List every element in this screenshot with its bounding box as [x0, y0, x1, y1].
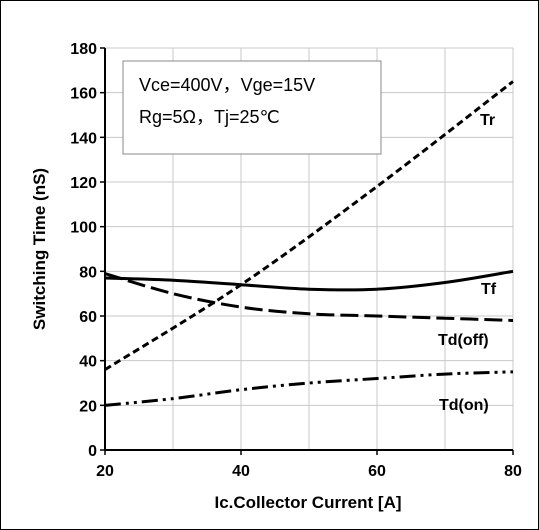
x-tick-label: 20: [96, 463, 114, 480]
conditions-line-2: Rg=5Ω，Tj=25℃: [139, 107, 280, 127]
series-label-td-on: Td(on): [439, 397, 489, 414]
series-label-tf: Tf: [481, 281, 497, 298]
y-tick-label: 40: [79, 354, 97, 371]
y-tick-label: 20: [79, 398, 97, 415]
series-lines: [104, 80, 514, 407]
y-tick-label: 100: [70, 220, 97, 237]
series-label-tr: Tr: [480, 112, 495, 129]
y-tick-label: 0: [88, 443, 97, 460]
x-tick-label: 80: [504, 463, 522, 480]
x-tick-labels: 20 40 60 80: [96, 463, 522, 480]
y-axis-label: Switching Time (nS): [30, 168, 49, 330]
conditions-line-1: Vce=400V，Vge=15V: [139, 75, 315, 95]
series-line-td-off: [104, 272, 514, 322]
y-tick-label: 140: [70, 130, 97, 147]
conditions-box: [122, 60, 382, 155]
series-label-td-off: Td(off): [438, 332, 489, 349]
y-tick-label: 80: [79, 264, 97, 281]
series-line-tf: [104, 269, 514, 292]
series-line-td-on: [104, 370, 514, 407]
x-axis-label: Ic.Collector Current [A]: [214, 493, 401, 512]
x-tick-label: 40: [232, 463, 250, 480]
y-tick-label: 160: [70, 86, 97, 103]
axes: [100, 47, 514, 455]
y-tick-labels: 0 20 40 60 80 100 120 140 160 180: [70, 41, 97, 460]
y-tick-label: 180: [70, 41, 97, 58]
y-tick-label: 60: [79, 309, 97, 326]
x-tick-label: 60: [368, 463, 386, 480]
y-tick-label: 120: [70, 175, 97, 192]
series-line-tr: [104, 80, 514, 371]
